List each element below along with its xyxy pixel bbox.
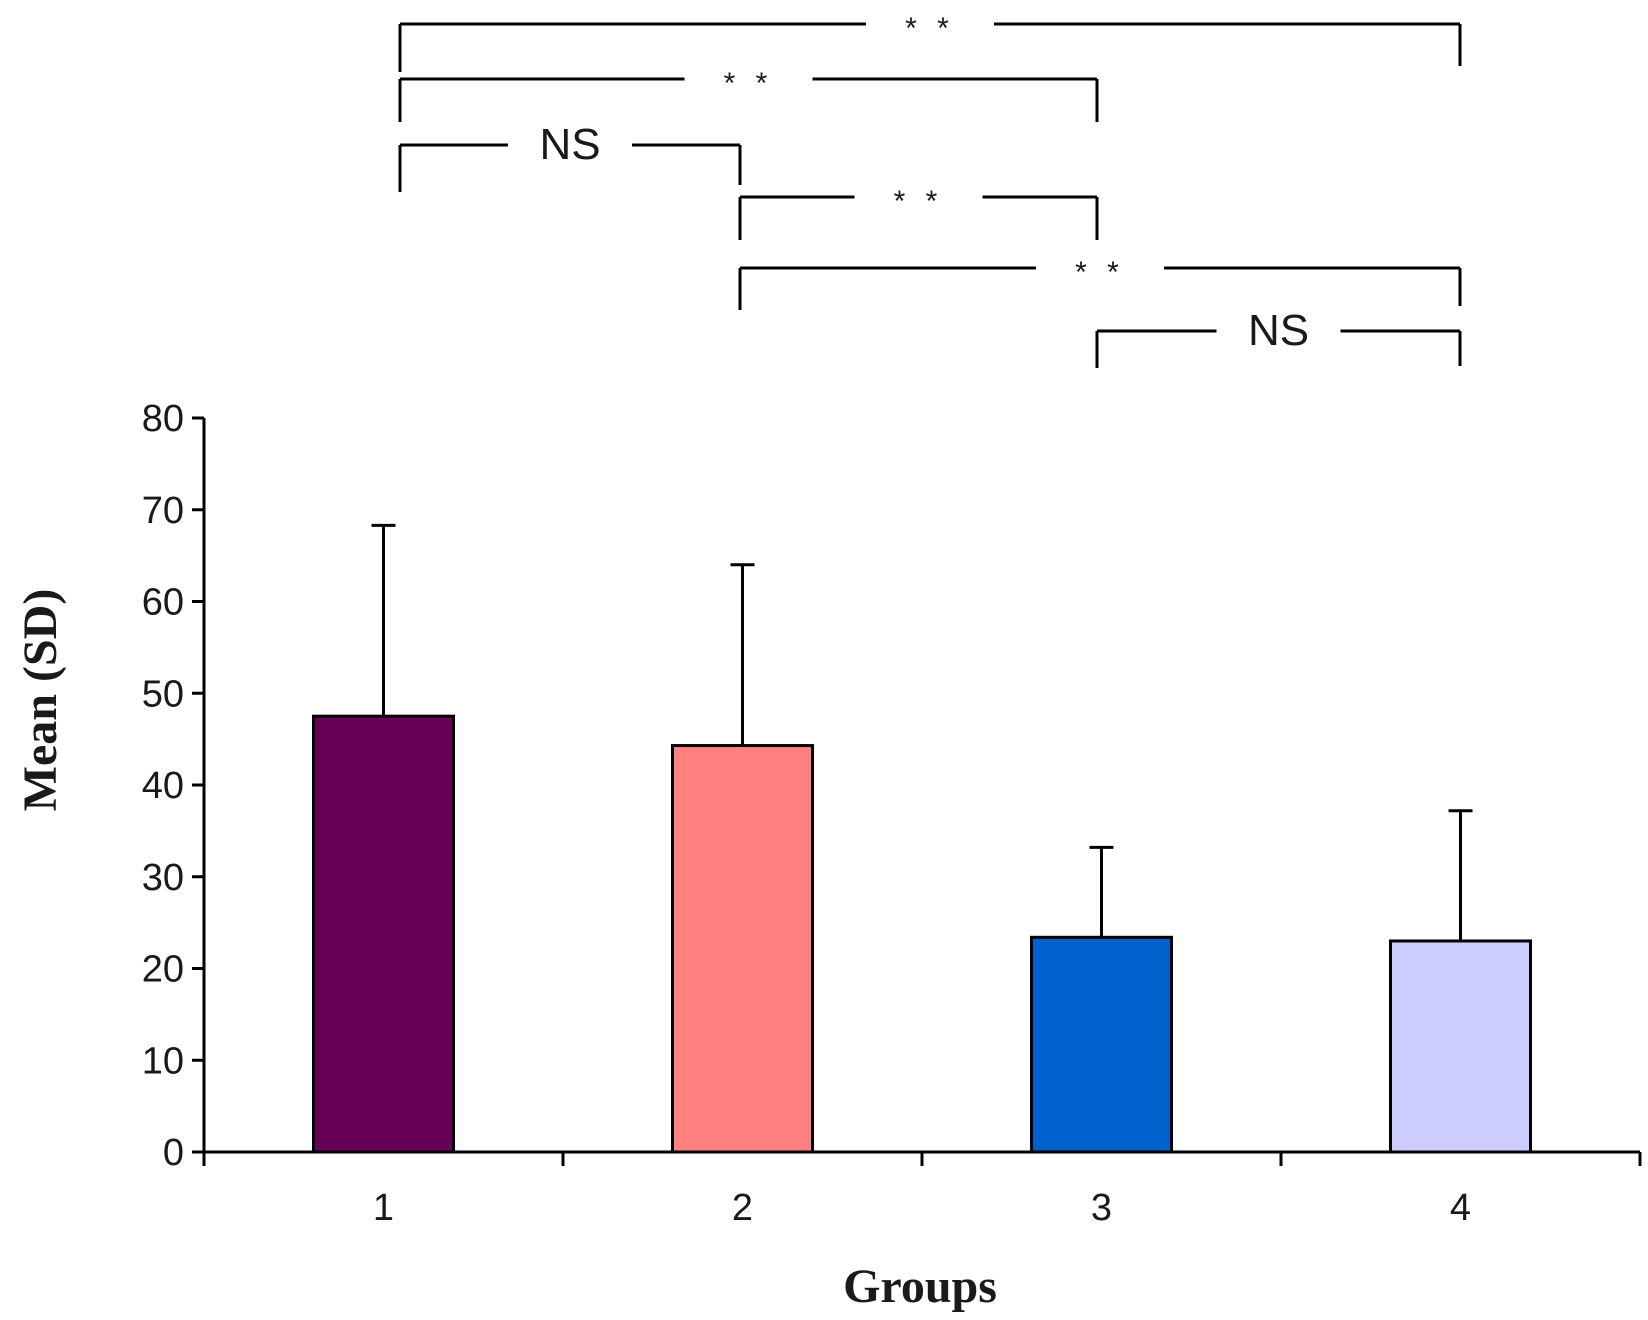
y-tick-label: 50 (142, 673, 184, 715)
y-tick-label: 30 (142, 857, 184, 899)
significance-label: * * (905, 12, 955, 45)
y-axis-title: Mean (SD) (14, 589, 67, 812)
x-tick-label: 3 (1091, 1187, 1112, 1229)
bar-group-2 (671, 744, 814, 1154)
significance-brackets: * * * * NS * * * * NS (398, 12, 1462, 368)
significance-label: * * (724, 67, 774, 100)
y-tick-label: 0 (163, 1132, 184, 1174)
y-tick-label: 60 (142, 582, 184, 624)
significance-label: * * (894, 185, 944, 218)
x-tick-label: 2 (732, 1187, 753, 1229)
significance-label: * * (1075, 256, 1125, 289)
y-tick-label: 10 (142, 1040, 184, 1082)
y-tick-label: 40 (142, 765, 184, 807)
y-tick-label: 70 (142, 490, 184, 532)
y-tick-label: 80 (142, 398, 184, 440)
bar-group-4 (1389, 939, 1532, 1154)
x-tick-label: 4 (1450, 1187, 1471, 1229)
x-tick-label: 1 (373, 1187, 394, 1229)
bars (312, 523, 1532, 1154)
bar-group-3 (1030, 935, 1173, 1154)
significance-label: NS (1248, 306, 1309, 355)
y-tick-label: 20 (142, 949, 184, 991)
x-axis-title: Groups (843, 1260, 997, 1313)
bar-group-1 (312, 714, 455, 1154)
significance-label: NS (539, 120, 600, 169)
